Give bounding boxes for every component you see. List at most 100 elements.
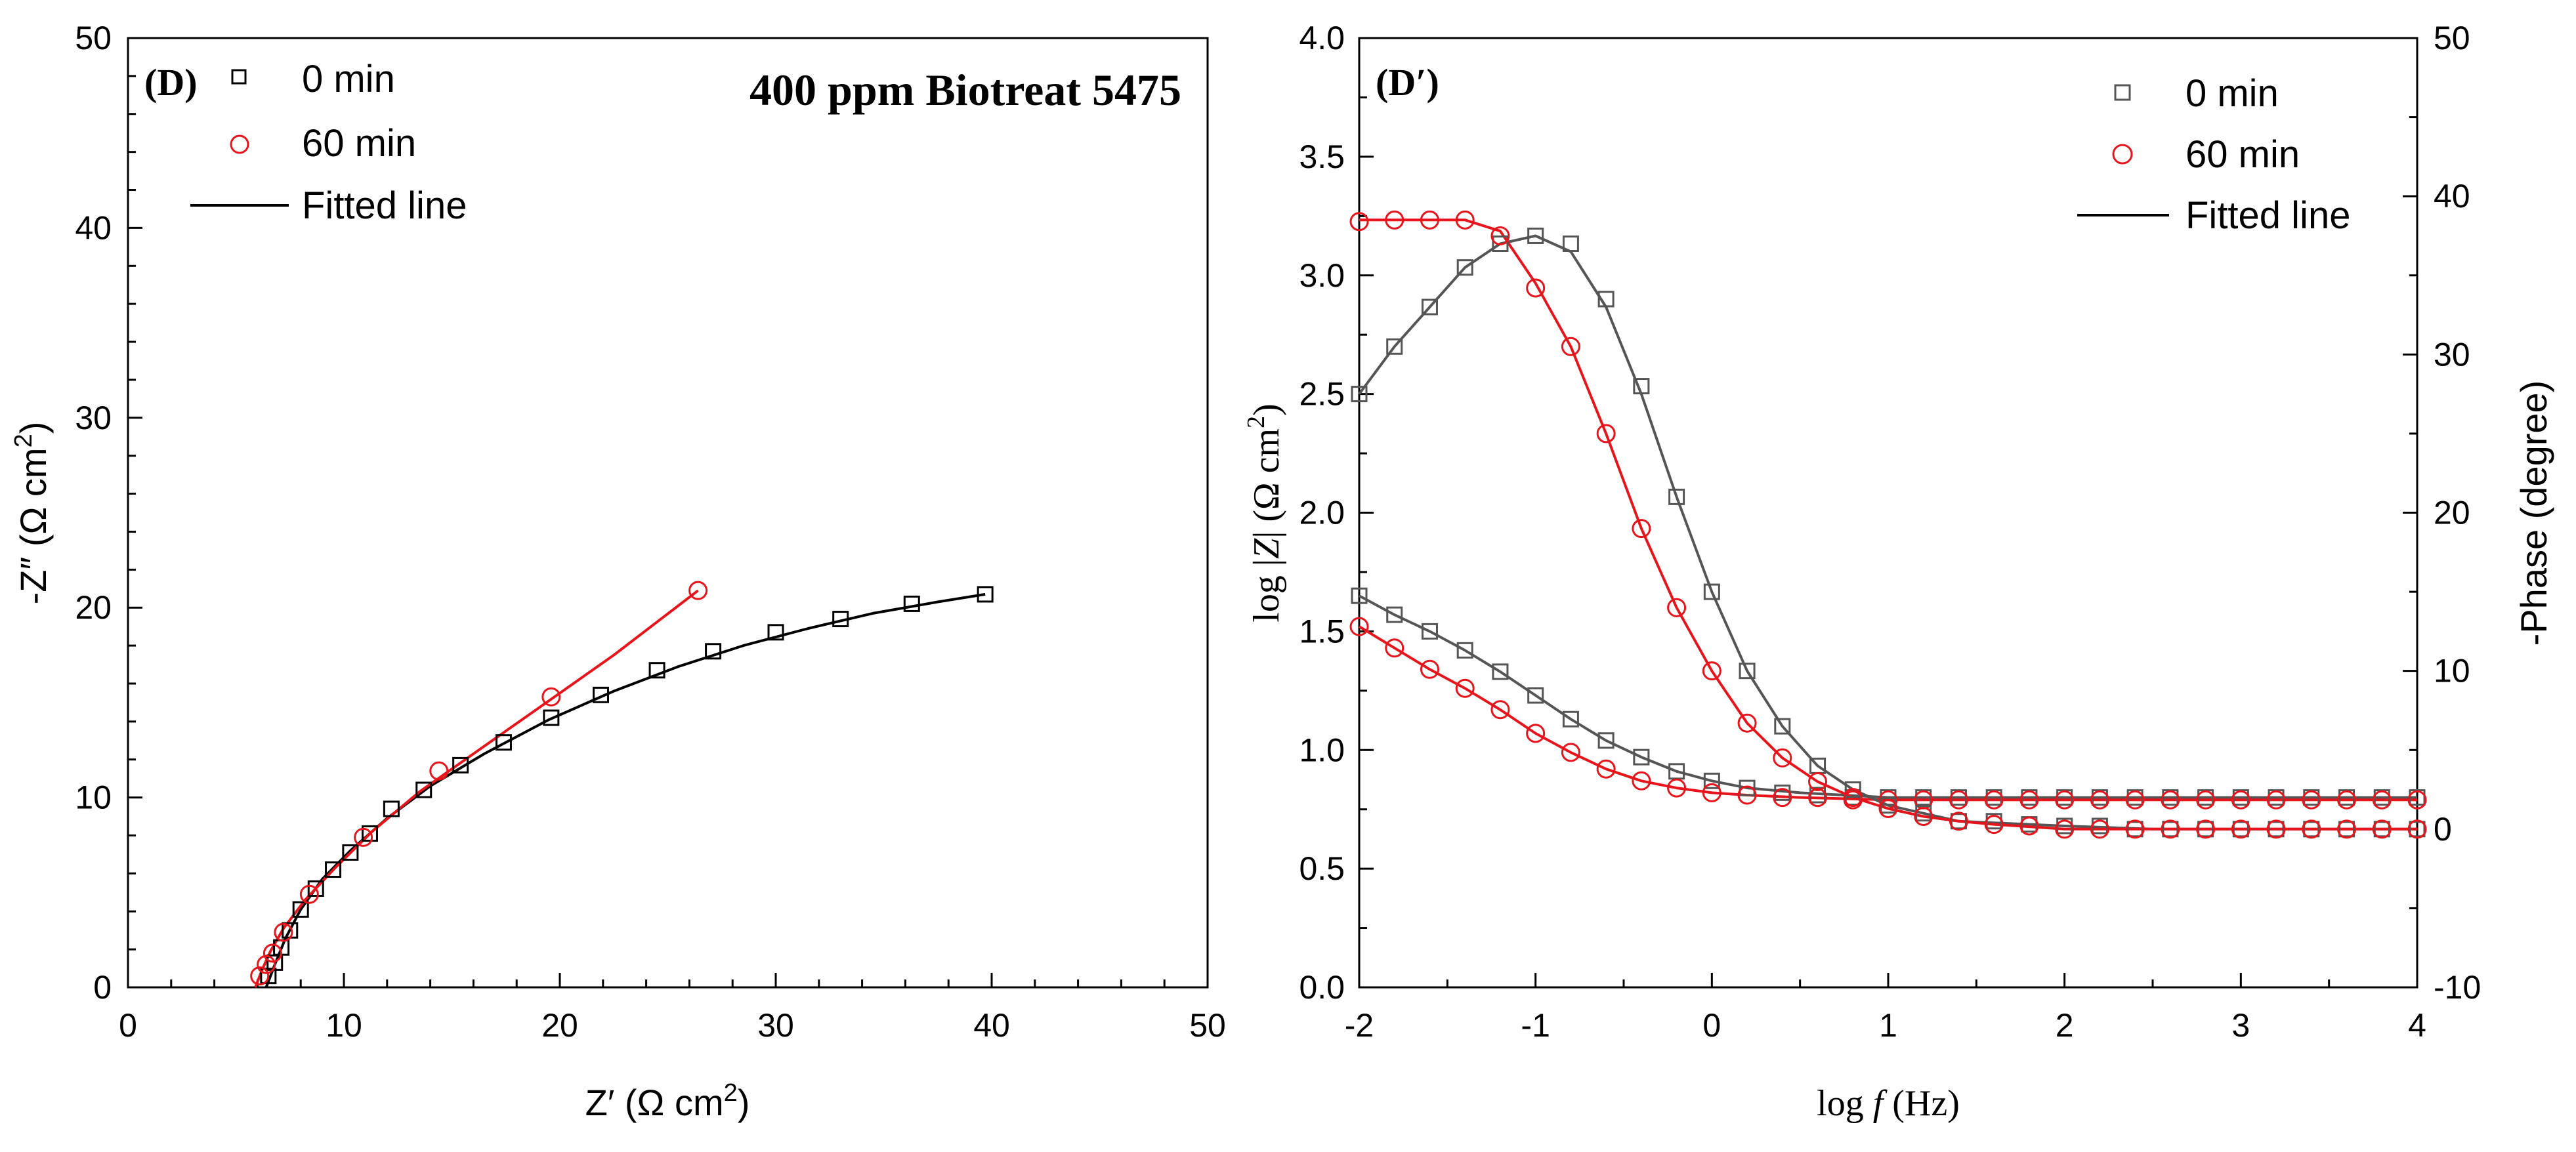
x-tick-label: 10 (326, 1007, 362, 1044)
circle-data-point (2161, 790, 2180, 810)
legend-square-marker (231, 69, 247, 85)
circle-data-point (1349, 617, 1369, 636)
circle-data-point (2161, 819, 2180, 839)
circle-data-point (2196, 819, 2216, 839)
circle-data-point (2266, 819, 2286, 839)
bode-markers (1349, 210, 2427, 839)
circle-data-point (2019, 816, 2039, 836)
circle-data-point (257, 955, 276, 974)
circle-data-point (1984, 790, 2004, 810)
nyquist-panel-label: (D) (144, 61, 198, 104)
legend-label-60min: 60 min (302, 122, 416, 165)
circle-data-point (1561, 337, 1580, 356)
circle-data-point (2125, 790, 2145, 810)
y-left-tick-label: 2.0 (1299, 495, 1345, 531)
circle-data-point (2231, 790, 2250, 810)
fit-line (1358, 625, 2417, 802)
y-tick-label: 50 (75, 20, 112, 56)
circle-data-point (2302, 790, 2321, 810)
fit-line (1359, 594, 2417, 799)
legend-label-fitted: Fitted line (2185, 194, 2350, 237)
square-data-point (767, 624, 784, 641)
square-data-point (832, 611, 849, 628)
square-data-point (1562, 236, 1579, 253)
nyquist-plot-frame (127, 37, 1209, 989)
square-data-point (1703, 583, 1720, 600)
circle-data-point (1561, 743, 1580, 762)
square-data-point (1844, 781, 1861, 798)
circle-data-point (2266, 790, 2286, 810)
square-data-point (342, 844, 359, 861)
circle-data-point (1737, 713, 1757, 733)
nyquist-fit-lines (254, 589, 986, 988)
circle-data-point (1702, 783, 1721, 802)
legend-label-0min: 0 min (302, 58, 395, 100)
circle-data-point (2019, 790, 2039, 810)
square-data-point (1562, 710, 1579, 728)
y-tick-label: 20 (75, 589, 112, 626)
circle-data-point (2372, 790, 2392, 810)
y-right-tick-label: 40 (2434, 178, 2470, 215)
circle-data-point (1914, 807, 1933, 827)
square-data-point (2197, 821, 2214, 838)
circle-data-point (2090, 790, 2109, 810)
x-tick-label: -1 (1521, 1007, 1550, 1044)
circle-data-point (2337, 819, 2357, 839)
x-tick-label: 50 (1189, 1007, 1226, 1044)
circle-data-point (1808, 771, 1828, 791)
square-data-point (307, 880, 324, 897)
x-tick-label: 1 (1879, 1007, 1897, 1044)
y-left-tick-label: 0.0 (1299, 969, 1345, 1006)
circle-data-point (2196, 790, 2216, 810)
legend-label-fitted: Fitted line (302, 184, 467, 227)
nyquist-chart-title: 400 ppm Biotreat 5475 (750, 65, 1181, 115)
square-data-point (1739, 663, 1756, 680)
y-left-tick-label: 3.5 (1299, 138, 1345, 175)
circle-data-point (1737, 785, 1757, 805)
circle-data-point (2407, 819, 2427, 839)
circle-data-point (1490, 226, 1510, 245)
circle-data-point (1526, 278, 1546, 298)
x-tick-label: 0 (1702, 1007, 1721, 1044)
square-data-point (1456, 259, 1473, 276)
circle-data-point (274, 922, 293, 942)
circle-data-point (2055, 819, 2075, 839)
circle-data-point (263, 943, 282, 963)
square-data-point (1703, 772, 1720, 789)
square-data-point (1527, 227, 1544, 244)
fit-line (1359, 218, 2417, 831)
fit-line (254, 589, 699, 988)
y-left-tick-label: 2.5 (1299, 376, 1345, 413)
legend-circle-marker (230, 134, 249, 154)
nyquist-markers (250, 581, 994, 986)
circle-data-point (1349, 212, 1369, 232)
square-data-point (383, 800, 400, 817)
square-data-point (325, 861, 342, 878)
square-data-point (1386, 338, 1403, 355)
y-tick-label: 40 (75, 209, 112, 246)
square-data-point (1597, 732, 1615, 749)
square-data-point (1527, 687, 1544, 704)
nyquist-x-ticks: 0 10 20 30 40 50 (119, 973, 1226, 1044)
circle-data-point (1808, 788, 1828, 808)
square-data-point (705, 643, 722, 660)
y-left-tick-label: 1.0 (1299, 731, 1345, 768)
fit-line (1358, 234, 2417, 831)
bode-left-y-axis-title: log |Z| (Ω cm2) (1242, 403, 1287, 622)
bode-plot-frame (1358, 37, 2418, 989)
nyquist-y-axis-title: -Z″ (Ω cm2) (10, 422, 54, 605)
x-tick-label: 2 (2056, 1007, 2074, 1044)
legend-square-marker (2114, 84, 2131, 101)
legend-circle-marker (2112, 144, 2133, 165)
nyquist-legend: 0 min 60 min Fitted line (190, 58, 467, 227)
circle-data-point (1949, 790, 1968, 810)
square-data-point (2268, 821, 2285, 838)
circle-data-point (2231, 819, 2250, 839)
bode-fit-lines (1358, 218, 2417, 831)
square-data-point (1386, 606, 1403, 623)
circle-data-point (2372, 819, 2392, 839)
circle-data-point (2090, 819, 2109, 839)
legend-label-0min: 0 min (2185, 72, 2279, 115)
square-data-point (2126, 821, 2143, 838)
